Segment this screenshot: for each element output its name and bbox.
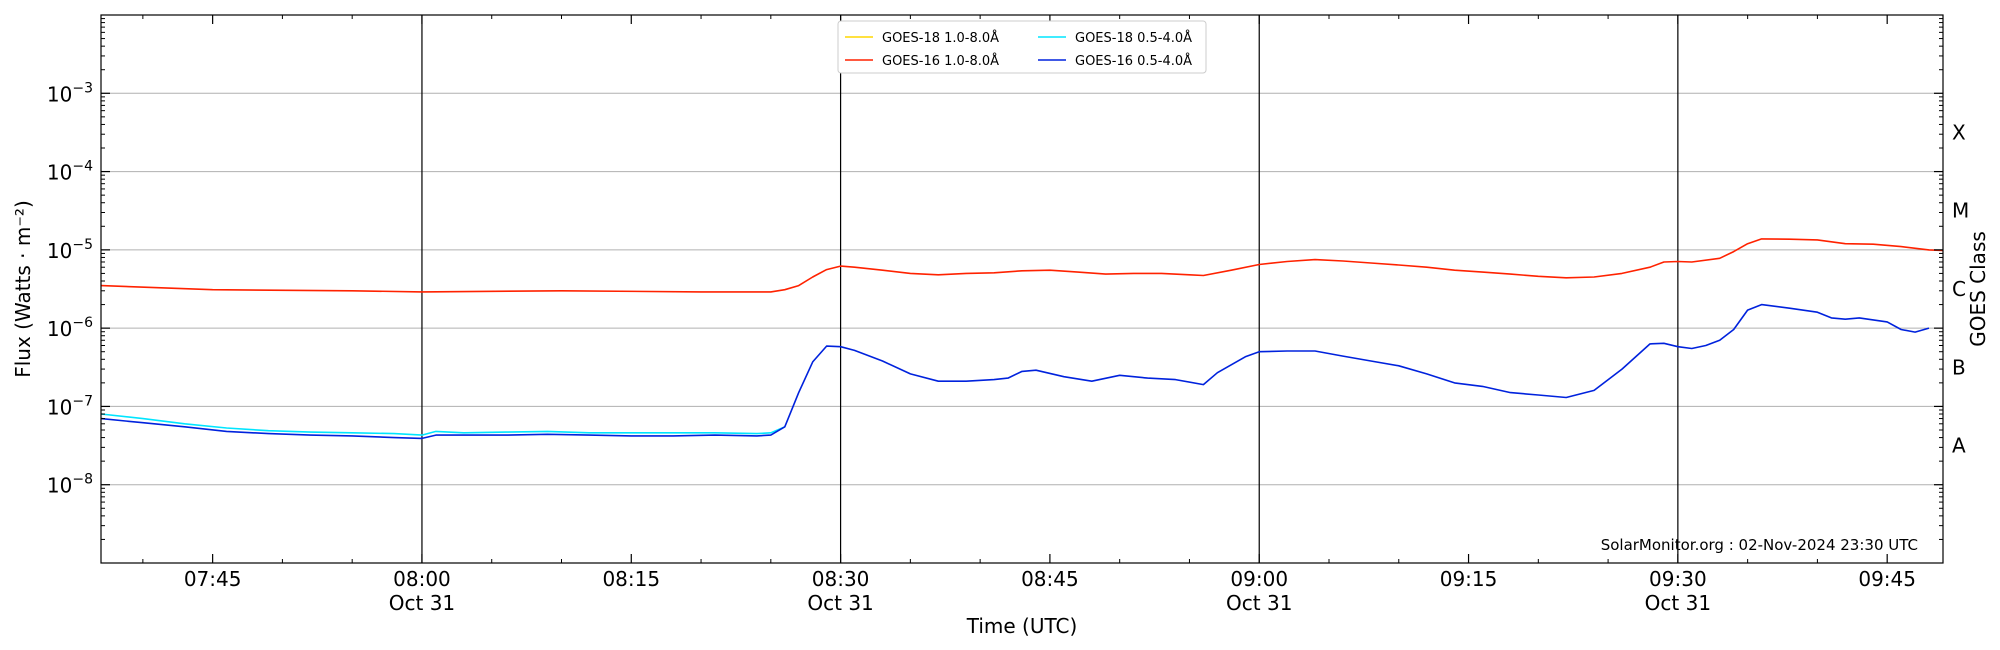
y-tick-label: 10−6 xyxy=(47,315,93,341)
goes-class-label: C xyxy=(1952,277,1966,301)
series-line xyxy=(100,238,1944,293)
x-tick-date-label: Oct 31 xyxy=(1226,591,1292,615)
x-axis-label: Time (UTC) xyxy=(966,614,1078,638)
x-tick-label: 08:00 xyxy=(393,567,451,591)
y-axis-label: Flux (Watts · m⁻²) xyxy=(11,200,35,378)
y-tick-label: 10−8 xyxy=(47,472,93,498)
x-tick-date-label: Oct 31 xyxy=(389,591,455,615)
x-tick-date-label: Oct 31 xyxy=(807,591,873,615)
x-tick-label: 08:30 xyxy=(812,567,870,591)
goes-class-labels: A B C M X xyxy=(1952,120,1969,457)
grid-lines xyxy=(101,92,1943,486)
y-axis-ticks: 10−8 10−7 10−6 10−5 10−4 10−3 xyxy=(47,18,1943,540)
y-tick-label: 10−7 xyxy=(47,393,93,419)
plot-frame xyxy=(100,14,1944,564)
y-tick-label: 10−5 xyxy=(47,237,93,263)
goes-class-label: A xyxy=(1952,434,1966,458)
legend-entry: GOES-18 0.5-4.0Å xyxy=(1075,30,1192,46)
series-lines xyxy=(100,238,1944,440)
legend-entry: GOES-16 0.5-4.0Å xyxy=(1075,53,1192,69)
goes-class-label: B xyxy=(1952,355,1966,379)
credit-text: SolarMonitor.org : 02-Nov-2024 23:30 UTC xyxy=(1601,536,1918,554)
x-tick-label: 09:30 xyxy=(1649,567,1707,591)
legend-entry: GOES-18 1.0-8.0Å xyxy=(882,30,999,46)
day-boundary-lines xyxy=(421,15,1679,563)
x-tick-label: 07:45 xyxy=(184,567,242,591)
goes-class-axis-label: GOES Class xyxy=(1966,231,1990,347)
y-tick-label: 10−4 xyxy=(47,159,93,185)
x-tick-label: 08:15 xyxy=(602,567,660,591)
y-tick-label: 10−3 xyxy=(47,80,93,106)
legend-box xyxy=(837,20,1207,74)
x-tick-label: 09:45 xyxy=(1858,567,1916,591)
x-tick-label: 09:15 xyxy=(1440,567,1498,591)
x-tick-label: 09:00 xyxy=(1230,567,1288,591)
x-tick-label: 08:45 xyxy=(1021,567,1079,591)
goes-class-label: X xyxy=(1952,120,1966,144)
legend: GOES-18 1.0-8.0Å GOES-18 0.5-4.0Å GOES-16 … xyxy=(837,20,1207,74)
goes-class-label: M xyxy=(1952,199,1969,223)
legend-entry: GOES-16 1.0-8.0Å xyxy=(882,53,999,69)
x-tick-date-label: Oct 31 xyxy=(1645,591,1711,615)
series-line xyxy=(100,303,1930,440)
series-line xyxy=(100,413,786,436)
